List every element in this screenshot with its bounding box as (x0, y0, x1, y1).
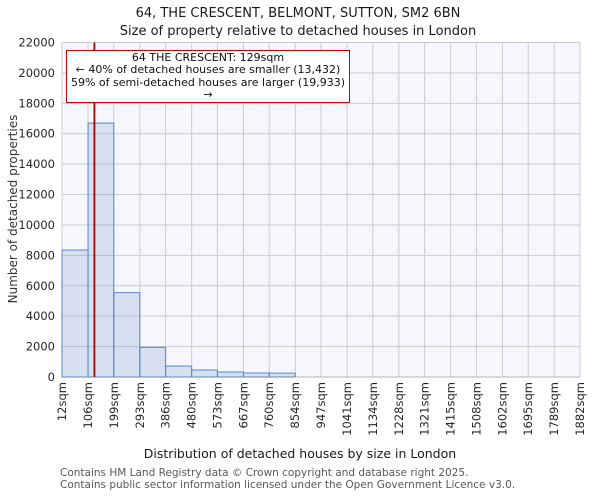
x-tick-label: 1882sqm (573, 382, 587, 436)
chart-title: 64, THE CRESCENT, BELMONT, SUTTON, SM2 6… (135, 6, 461, 21)
histogram-bar (87, 122, 115, 378)
histogram-bar (268, 372, 296, 378)
x-tick-label: 760sqm (262, 382, 276, 428)
y-tick-label: 2000 (26, 340, 55, 354)
x-tick-label: 12sqm (55, 382, 69, 421)
y-tick-label: 10000 (18, 218, 55, 232)
x-tick-label: 1041sqm (340, 382, 354, 436)
y-tick-label: 14000 (18, 157, 55, 171)
histogram-bar (191, 369, 218, 378)
x-tick-label: 667sqm (236, 382, 250, 428)
y-tick-label: 4000 (26, 309, 55, 323)
y-tick-label: 18000 (18, 96, 55, 110)
x-tick-label: 1228sqm (392, 382, 406, 436)
histogram-bar (113, 292, 141, 378)
histogram-bar (165, 365, 193, 378)
y-tick-label: 8000 (26, 248, 55, 262)
annotation-smaller-share: ← 40% of detached houses are smaller (13… (75, 63, 341, 77)
x-tick-label: 386sqm (159, 382, 173, 428)
x-tick-label: 1508sqm (469, 382, 483, 436)
x-tick-label: 1695sqm (521, 382, 535, 436)
x-tick-label: 293sqm (133, 382, 147, 428)
x-tick-label: 1789sqm (547, 382, 561, 436)
y-axis-label: Number of detached properties (6, 114, 20, 304)
footer-open-government-licence: Contains public sector information licen… (60, 479, 516, 491)
x-tick-label: 573sqm (210, 382, 224, 428)
annotation-property-size: 64 THE CRESCENT: 129sqm (131, 51, 285, 64)
histogram-bar (139, 346, 167, 378)
x-tick-label: 106sqm (81, 382, 95, 428)
annotation-larger-share: 59% of semi-detached houses are larger (… (70, 75, 345, 101)
y-tick-label: 20000 (18, 66, 55, 80)
y-tick-label: 6000 (26, 279, 55, 293)
histogram-bar (216, 371, 244, 378)
y-tick-label: 22000 (18, 36, 55, 50)
x-tick-label: 480sqm (185, 382, 199, 428)
histogram-bar (242, 372, 270, 378)
x-tick-label: 1415sqm (444, 382, 458, 436)
x-tick-label: 854sqm (288, 382, 302, 428)
x-tick-label: 199sqm (107, 382, 121, 428)
footer-copyright-land-registry: Contains HM Land Registry data © Crown c… (60, 467, 469, 479)
x-axis-label: Distribution of detached houses by size … (143, 446, 457, 461)
property-annotation-box: 64 THE CRESCENT: 129sqm ← 40% of detache… (66, 50, 350, 104)
y-tick-label: 12000 (18, 188, 55, 202)
y-tick-label: 0 (48, 370, 55, 384)
chart-subtitle: Size of property relative to detached ho… (119, 24, 477, 39)
y-tick-label: 16000 (18, 127, 55, 141)
histogram-bar (61, 249, 89, 378)
x-tick-label: 1602sqm (495, 382, 509, 436)
x-tick-label: 947sqm (314, 382, 328, 428)
x-tick-label: 1134sqm (366, 382, 380, 436)
x-tick-label: 1321sqm (418, 382, 432, 436)
